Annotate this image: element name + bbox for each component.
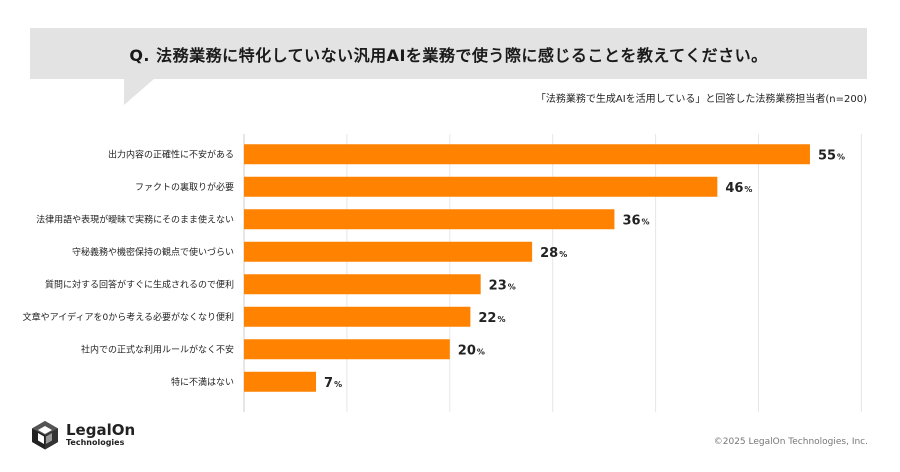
data-label: 55% <box>818 148 845 163</box>
bar <box>244 371 317 392</box>
question-box <box>30 28 867 79</box>
bar <box>244 241 533 262</box>
copyright: ©2025 LegalOn Technologies, Inc. <box>713 437 868 447</box>
data-label: 23% <box>489 278 516 293</box>
category-label: ファクトの裏取りが必要 <box>135 181 234 193</box>
bar <box>244 176 718 197</box>
category-label: 社内での正式な利用ルールがなく不安 <box>81 343 234 355</box>
data-label: 22% <box>478 311 505 326</box>
category-label: 守秘義務や機密保持の観点で使いづらい <box>72 246 234 258</box>
logo-sub: Technologies <box>66 438 125 447</box>
data-label: 46% <box>725 181 752 196</box>
category-label: 特に不満はない <box>171 376 234 388</box>
company-logo: LegalOn Technologies <box>30 420 135 450</box>
data-label: 28% <box>540 246 567 261</box>
category-label: 法律用語や表現が曖昧で実務にそのまま使えない <box>36 213 234 225</box>
bar <box>244 144 810 165</box>
data-label: 36% <box>622 213 649 228</box>
logo-name: LegalOn <box>66 421 136 439</box>
category-label: 文章やアイディアを0から考える必要がなくなり便利 <box>23 311 234 323</box>
question-tail <box>124 79 154 105</box>
category-label: 質問に対する回答がすぐに生成されるので便利 <box>45 278 234 290</box>
question-title: Q. 法務業務に特化していない汎用AIを業務で使う際に感じることを教えてください… <box>129 45 768 65</box>
bar <box>244 306 471 327</box>
chart-subtitle: 「法務業務で生成AIを活用している」と回答した法務業務担当者(n=200) <box>535 94 867 105</box>
legalon-cube-icon <box>32 421 58 450</box>
data-label: 20% <box>458 343 485 358</box>
bar <box>244 274 481 295</box>
data-label: 7% <box>324 376 342 391</box>
bar <box>244 209 615 230</box>
bar <box>244 339 450 360</box>
category-label: 出力内容の正確性に不安がある <box>108 148 234 160</box>
